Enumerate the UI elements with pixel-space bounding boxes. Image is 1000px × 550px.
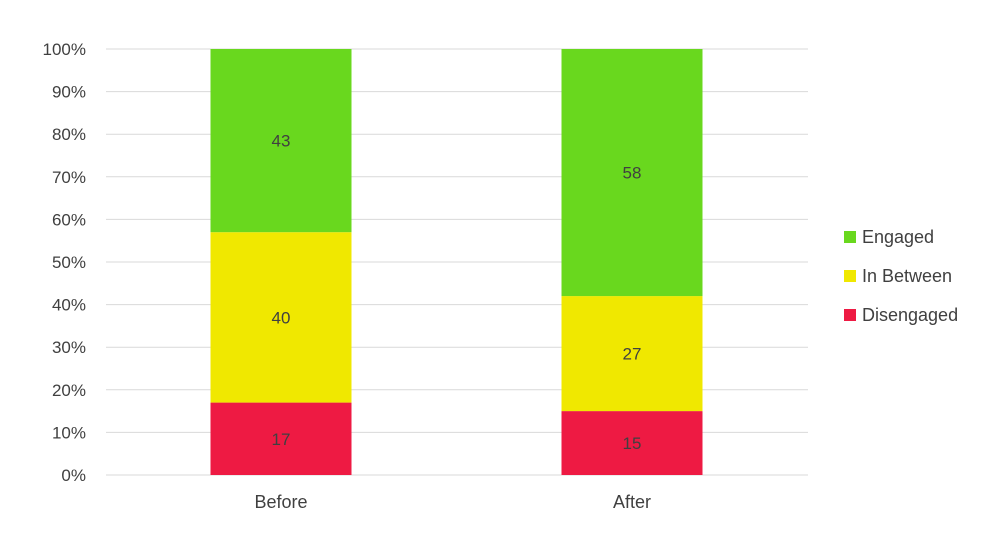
legend-label: Engaged bbox=[862, 227, 934, 247]
legend-swatch bbox=[844, 309, 856, 321]
y-tick-label: 100% bbox=[43, 40, 86, 59]
y-tick-label: 80% bbox=[52, 125, 86, 144]
y-tick-label: 60% bbox=[52, 210, 86, 229]
data-label: 27 bbox=[623, 345, 642, 364]
bars: 17 40 43 15 27 58 bbox=[210, 49, 703, 475]
y-tick-label: 40% bbox=[52, 296, 86, 315]
y-tick-label: 90% bbox=[52, 83, 86, 102]
legend-swatch bbox=[844, 270, 856, 282]
legend-label: In Between bbox=[862, 266, 952, 286]
legend-label: Disengaged bbox=[862, 305, 958, 325]
bar-segment-in-between bbox=[561, 296, 703, 412]
bar-segment-engaged bbox=[210, 49, 352, 233]
y-axis: 0% 10% 20% 30% 40% 50% 60% 70% 80% 90% 100% bbox=[43, 40, 86, 485]
x-category-label: Before bbox=[254, 492, 307, 512]
y-tick-label: 70% bbox=[52, 168, 86, 187]
bar-segment-disengaged bbox=[561, 411, 703, 475]
x-category-label: After bbox=[613, 492, 651, 512]
bar-segment-in-between bbox=[210, 232, 352, 403]
legend-swatch bbox=[844, 231, 856, 243]
data-label: 15 bbox=[623, 434, 642, 453]
data-label: 43 bbox=[272, 132, 291, 151]
legend: Engaged In Between Disengaged bbox=[844, 227, 958, 325]
y-tick-label: 50% bbox=[52, 253, 86, 272]
y-tick-label: 20% bbox=[52, 381, 86, 400]
y-tick-label: 0% bbox=[61, 466, 86, 485]
data-label: 17 bbox=[272, 430, 291, 449]
data-label: 40 bbox=[272, 308, 291, 327]
y-tick-label: 30% bbox=[52, 338, 86, 357]
y-tick-label: 10% bbox=[52, 423, 86, 442]
data-label: 58 bbox=[623, 164, 642, 183]
bar-segment-disengaged bbox=[210, 402, 352, 475]
bar-segment-engaged bbox=[561, 49, 703, 297]
x-axis: Before After bbox=[254, 492, 651, 512]
